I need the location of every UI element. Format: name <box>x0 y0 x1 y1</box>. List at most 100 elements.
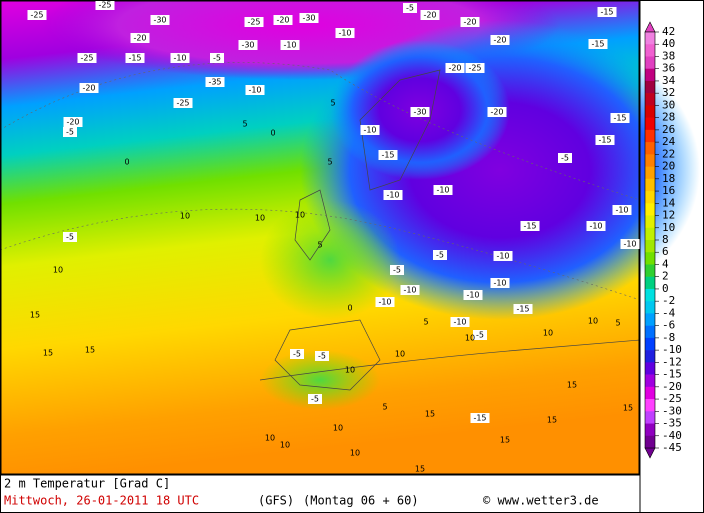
temperature-label: -25 <box>247 18 260 27</box>
coastline <box>294 189 331 261</box>
temperature-label: -5 <box>476 331 484 340</box>
temperature-label: -15 <box>523 222 536 231</box>
mild-iberia <box>260 350 380 410</box>
temperature-label: -5 <box>66 233 74 242</box>
label-box <box>375 297 395 307</box>
label-box <box>450 317 470 327</box>
legend-label: -6 <box>662 319 675 332</box>
temperature-label: 10 <box>345 366 355 375</box>
label-box <box>63 127 77 137</box>
label-box <box>95 0 115 10</box>
label-box <box>130 33 150 43</box>
date-label: Mittwoch, 26-01-2011 18 UTC <box>4 494 199 508</box>
temperature-label: -20 <box>490 108 503 117</box>
temperature-label: -10 <box>378 298 391 307</box>
temperature-label: 10 <box>180 212 190 221</box>
legend-swatch <box>645 44 655 57</box>
legend-label: 36 <box>662 62 675 75</box>
temperature-label: -25 <box>30 11 43 20</box>
temperature-label: -15 <box>516 305 529 314</box>
label-box <box>470 413 490 423</box>
temperature-label: 10 <box>543 329 553 338</box>
label-box <box>390 265 404 275</box>
legend-swatch <box>645 411 655 424</box>
legend-swatch <box>645 117 655 131</box>
temperature-label: 15 <box>567 381 577 390</box>
temperature-label: -10 <box>466 291 479 300</box>
temperature-label: -30 <box>153 16 166 25</box>
label-box <box>586 221 606 231</box>
legend-label: 6 <box>662 245 669 258</box>
temperature-label: -35 <box>208 78 221 87</box>
temperature-label: 5 <box>615 319 620 328</box>
temperature-label: 10 <box>265 434 275 443</box>
temperature-label: -15 <box>473 414 486 423</box>
temperature-label: -5 <box>436 251 444 260</box>
map: -25-25-30-20-25 -15 -10 -5-25 -20 -30-30 -10-1… <box>0 0 700 475</box>
legend-label: 38 <box>662 49 675 62</box>
temperature-label: 10 <box>465 334 475 343</box>
temperature-label: -5 <box>318 352 326 361</box>
legend-label: 42 <box>662 25 675 38</box>
legend-label: 26 <box>662 123 675 136</box>
temperature-label: -20 <box>463 18 476 27</box>
temperature-label: 15 <box>500 436 510 445</box>
label-box <box>610 113 630 123</box>
temperature-label: -25 <box>176 99 189 108</box>
legend-swatch <box>645 252 655 265</box>
label-box <box>238 40 258 50</box>
legend-top-tip <box>644 21 656 33</box>
temperature-label: -15 <box>600 8 613 17</box>
temperature-label: -15 <box>613 114 626 123</box>
legend-swatch <box>645 240 655 253</box>
temperature-label: -30 <box>241 41 254 50</box>
legend-swatch <box>645 191 655 204</box>
label-box <box>513 304 533 314</box>
label-box <box>245 85 265 95</box>
label-box <box>558 153 572 163</box>
temperature-label: 0 <box>270 129 275 138</box>
label-box <box>400 285 420 295</box>
legend-label: 2 <box>662 270 669 283</box>
label-box <box>460 17 480 27</box>
legend-swatch <box>645 301 655 314</box>
legend-swatch <box>645 313 655 326</box>
temperature-label: -20 <box>423 11 436 20</box>
temperature-label: 5 <box>382 403 387 412</box>
temperature-label: -15 <box>128 54 141 63</box>
legend-swatch <box>645 105 655 118</box>
legend-swatch <box>645 288 655 302</box>
temperature-label: 15 <box>623 404 633 413</box>
label-box <box>620 239 640 249</box>
temperature-label: 5 <box>317 241 322 250</box>
legend-swatch <box>645 154 655 167</box>
label-box <box>210 53 224 63</box>
legend-swatch <box>645 435 655 449</box>
temperature-label: -25 <box>80 54 93 63</box>
label-box <box>63 232 77 242</box>
temperature-label: 10 <box>280 441 290 450</box>
legend-swatch <box>645 203 655 216</box>
temperature-label: 15 <box>30 311 40 320</box>
legend-label: 8 <box>662 233 669 246</box>
temperature-label: -10 <box>283 41 296 50</box>
legend-swatch <box>645 129 655 143</box>
legend-label: 16 <box>662 184 675 197</box>
coastline <box>359 69 441 191</box>
label-box <box>433 250 447 260</box>
temperature-label: 5 <box>330 99 335 108</box>
temperature-label: -10 <box>173 54 186 63</box>
label-box <box>597 7 617 17</box>
legend-swatch <box>645 399 655 412</box>
label-box <box>205 77 225 87</box>
label-box <box>490 278 510 288</box>
temperature-label: -20 <box>82 84 95 93</box>
temperature-label: -20 <box>66 118 79 127</box>
temperature-label: 15 <box>43 349 53 358</box>
legend-swatch <box>645 32 655 45</box>
label-box <box>360 125 380 135</box>
legend-label: 34 <box>662 74 676 87</box>
legend-label: -15 <box>662 368 682 381</box>
temperature-label: -10 <box>436 186 449 195</box>
mild-central <box>260 200 400 320</box>
